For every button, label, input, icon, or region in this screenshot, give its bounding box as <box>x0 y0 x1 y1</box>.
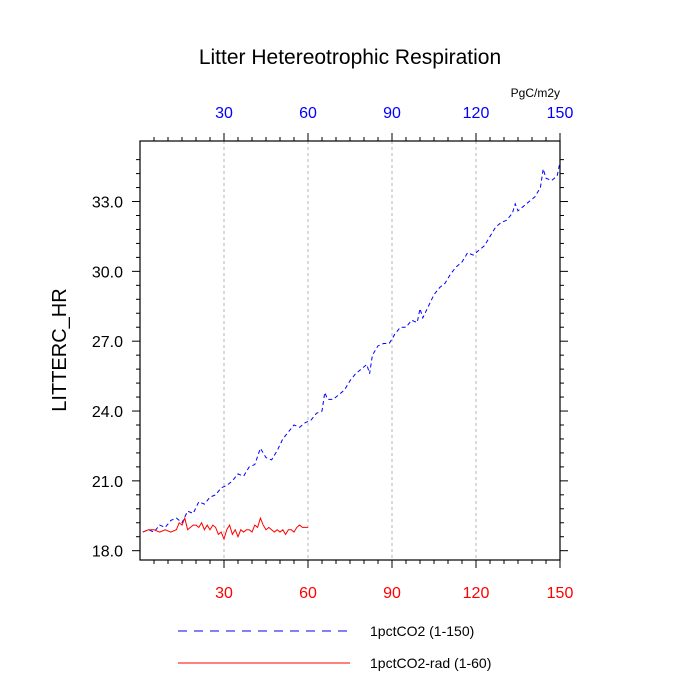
legend-label-1: 1pctCO2 (1-150) <box>370 623 474 639</box>
y-tick-label-24: 24.0 <box>92 404 123 421</box>
x-tick-label-top-30: 30 <box>215 105 233 122</box>
x-tick-label-top-120: 120 <box>463 105 490 122</box>
x-tick-label-bottom-30: 30 <box>215 585 233 602</box>
x-tick-label-top-60: 60 <box>299 105 317 122</box>
y-tick-label-33: 33.0 <box>92 195 123 212</box>
x-tick-label-bottom-150: 150 <box>547 585 574 602</box>
y-tick-label-21: 21.0 <box>92 474 123 491</box>
x-tick-label-bottom-90: 90 <box>383 585 401 602</box>
legend-label-2: 1pctCO2-rad (1-60) <box>370 655 491 671</box>
ticks-layer: 30 30 60 60 90 90 120 120 150 150 18.0 21.0 24.0 27.0… <box>92 105 574 602</box>
series-layer <box>142 161 561 541</box>
series-line-2 <box>142 516 308 541</box>
x-tick-label-top-150: 150 <box>547 105 574 122</box>
series-line-1 <box>142 161 561 533</box>
y-tick-label-18: 18.0 <box>92 544 123 561</box>
top-axis-unit-label: PgC/m2y <box>511 86 560 100</box>
x-tick-label-bottom-60: 60 <box>299 585 317 602</box>
grid-layer <box>223 141 477 560</box>
legend: 1pctCO2 (1-150) 1pctCO2-rad (1-60) <box>178 623 491 671</box>
plot-frame <box>139 140 561 561</box>
x-tick-label-bottom-120: 120 <box>463 585 490 602</box>
chart-title: Litter Hetereotrophic Respiration <box>199 46 501 69</box>
axes-layer <box>139 140 561 561</box>
x-tick-label-top-90: 90 <box>383 105 401 122</box>
y-axis-label: LITTERC_HR <box>49 288 71 411</box>
y-tick-label-30: 30.0 <box>92 264 123 281</box>
y-tick-label-27: 27.0 <box>92 334 123 351</box>
